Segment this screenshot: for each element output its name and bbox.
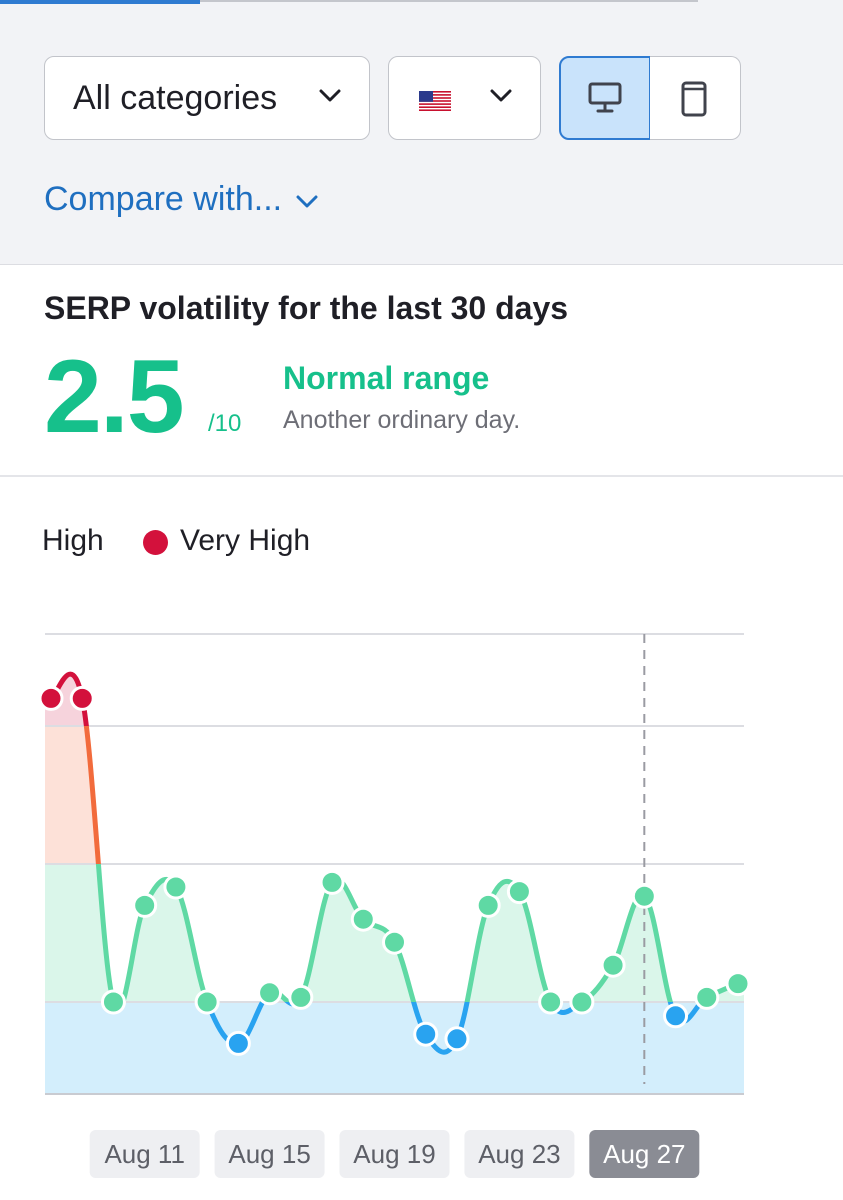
- range-label: Normal range: [283, 360, 490, 396]
- volatility-title: SERP volatility for the last 30 days: [44, 290, 569, 326]
- desktop-icon: [588, 82, 622, 113]
- category-dropdown[interactable]: All categories: [44, 56, 370, 140]
- data-point[interactable]: [194, 989, 220, 1015]
- compare-with-link[interactable]: Compare with...: [44, 180, 318, 219]
- data-point[interactable]: [538, 989, 564, 1015]
- data-point[interactable]: [132, 892, 158, 918]
- band-low-base: [45, 1002, 744, 1094]
- x-tick-label-bg: [589, 1130, 700, 1178]
- chevron-down-icon: [296, 195, 318, 207]
- x-tick-label: Aug 19: [353, 1139, 435, 1169]
- x-tick-label-bg: [214, 1130, 325, 1178]
- legend-high-label: High: [42, 524, 104, 557]
- mobile-button[interactable]: [650, 56, 741, 140]
- data-point[interactable]: [38, 685, 64, 711]
- chevron-down-icon: [319, 89, 341, 102]
- data-point[interactable]: [288, 984, 314, 1010]
- data-point[interactable]: [225, 1030, 251, 1056]
- data-point[interactable]: [413, 1021, 439, 1047]
- filters-panel: All categories: [0, 0, 843, 265]
- data-point[interactable]: [350, 906, 376, 932]
- data-point[interactable]: [444, 1026, 470, 1052]
- x-tick-label-bg: [339, 1130, 450, 1178]
- data-point[interactable]: [506, 879, 532, 905]
- section-divider: [0, 475, 843, 477]
- data-point[interactable]: [382, 929, 407, 955]
- x-tick-label: Aug 15: [228, 1139, 310, 1169]
- score-max: /10: [208, 410, 242, 437]
- data-point[interactable]: [569, 989, 595, 1015]
- data-point[interactable]: [663, 1003, 689, 1029]
- data-point[interactable]: [163, 874, 189, 900]
- data-point[interactable]: [69, 685, 95, 711]
- tab-bar-line: [200, 0, 698, 2]
- data-point[interactable]: [694, 984, 720, 1010]
- volatility-chart: Aug 11 Aug 15 Aug 19 Aug 23 Aug 27: [38, 633, 751, 1178]
- data-point[interactable]: [631, 883, 657, 909]
- legend-very-high-dot: [143, 530, 168, 555]
- data-point[interactable]: [100, 989, 126, 1015]
- x-tick-label-bg: [464, 1130, 575, 1178]
- data-point[interactable]: [600, 952, 626, 978]
- legend-very-high-label: Very High: [180, 524, 311, 557]
- data-point[interactable]: [725, 971, 751, 997]
- x-tick-label-bg: [89, 1130, 200, 1178]
- country-dropdown[interactable]: [388, 56, 541, 140]
- mobile-icon: [681, 81, 707, 117]
- data-point[interactable]: [475, 892, 501, 918]
- device-toggle: [559, 56, 741, 140]
- us-flag-icon: [419, 91, 451, 111]
- data-point[interactable]: [319, 869, 345, 895]
- x-tick-label: Aug 11: [104, 1139, 184, 1169]
- x-tick-label: Aug 23: [478, 1139, 560, 1169]
- range-description: Another ordinary day.: [283, 406, 521, 434]
- band-very-high: [45, 674, 744, 726]
- active-tab-indicator: [0, 0, 200, 4]
- data-point[interactable]: [257, 980, 283, 1006]
- x-tick-label: Aug 27: [603, 1139, 685, 1169]
- desktop-button[interactable]: [559, 56, 651, 140]
- category-dropdown-label: All categories: [73, 78, 278, 117]
- band-high: [45, 726, 744, 864]
- volatility-score: 2.5: [44, 339, 185, 455]
- compare-with-label: Compare with...: [44, 180, 283, 218]
- chevron-down-icon: [490, 89, 512, 102]
